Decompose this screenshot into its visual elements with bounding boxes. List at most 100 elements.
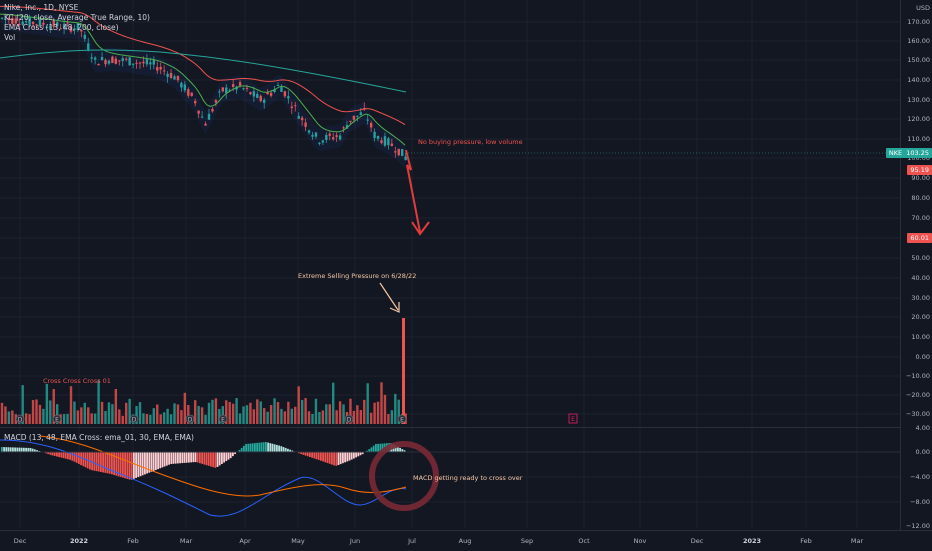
volume-bar xyxy=(107,402,111,424)
macd-histogram-bar xyxy=(148,452,151,473)
time-tick: Apr xyxy=(239,537,251,545)
volume-bar xyxy=(121,415,124,424)
annotation-no-buying[interactable]: No buying pressure, low volume xyxy=(418,138,523,146)
macd-histogram-bar xyxy=(106,452,109,474)
candle-body xyxy=(221,87,224,92)
projection-arrowhead xyxy=(411,221,430,236)
candle-body xyxy=(118,60,121,62)
candle-body xyxy=(387,138,390,146)
volume-bar xyxy=(118,409,121,424)
candle-body xyxy=(304,122,307,127)
macd-histogram-bar xyxy=(317,452,320,460)
volume-bar xyxy=(266,411,269,424)
time-tick: 2022 xyxy=(69,537,89,545)
volume-bar xyxy=(228,402,231,424)
volume-bar xyxy=(135,405,138,424)
volume-bar xyxy=(394,393,397,424)
time-tick: Jul xyxy=(408,537,416,545)
candle-body xyxy=(59,28,62,30)
candle-body xyxy=(225,87,228,94)
volume-bar xyxy=(307,411,311,424)
time-tick: Feb xyxy=(127,537,139,545)
time-axis[interactable]: Dec 2022 Feb Mar Apr May Jun Jul Aug Sep Oct Nov Dec… xyxy=(0,530,932,551)
candle-body xyxy=(207,113,211,120)
volume-bar xyxy=(342,404,345,424)
volume-bar xyxy=(214,398,218,424)
macd-histogram-bar xyxy=(102,452,104,473)
macd-histogram-bar xyxy=(31,448,34,452)
volume-bar xyxy=(280,408,283,424)
macd-histogram-bar xyxy=(368,449,371,452)
macd-histogram-bar xyxy=(403,450,406,452)
volume-bar xyxy=(7,411,11,424)
annotation-macd-note[interactable]: MACD getting ready to cross over xyxy=(413,474,523,482)
macd-histogram-bar xyxy=(168,452,170,465)
macd-histogram-bar xyxy=(113,452,115,475)
dividend-marker-label: D xyxy=(188,417,193,424)
volume-bar xyxy=(332,382,335,424)
candle-body xyxy=(342,127,345,129)
price-tick: 100.00 xyxy=(907,154,930,162)
macd-histogram-bar xyxy=(278,445,280,452)
macd-histogram-bar xyxy=(199,452,201,464)
candle-body xyxy=(162,70,166,72)
candle-body xyxy=(321,140,325,143)
volume-bar xyxy=(335,410,338,424)
candle-body xyxy=(128,57,131,66)
candle-body xyxy=(204,123,207,126)
volume-bar xyxy=(287,401,290,424)
candle-body xyxy=(159,66,162,70)
volume-bar xyxy=(35,399,38,424)
macd-histogram-bar xyxy=(254,443,256,452)
volume-bar xyxy=(300,399,304,424)
volume-bar xyxy=(62,414,66,424)
candle-body xyxy=(335,135,338,137)
candle-body xyxy=(149,62,152,65)
volume-bar xyxy=(356,405,359,424)
macd-histogram-bar xyxy=(370,447,373,452)
last-price-symbol: NKE xyxy=(888,149,903,157)
macd-histogram-bar xyxy=(210,452,212,467)
macd-histogram-bar xyxy=(304,452,307,456)
highlight-circle xyxy=(369,441,439,511)
pane-separator[interactable] xyxy=(0,427,900,428)
dividend-marker-label: D xyxy=(347,417,352,424)
dividend-marker xyxy=(15,414,25,424)
annotation-cross[interactable]: Cross Cross Cross 01 xyxy=(43,377,111,385)
macd-histogram-bar xyxy=(67,452,69,460)
volume-bar xyxy=(142,413,145,424)
macd-histogram-bar xyxy=(232,452,234,457)
symbol-title[interactable]: Nike, Inc., 1D, NYSE xyxy=(4,3,79,12)
volume-bar xyxy=(128,398,131,424)
candle-body xyxy=(252,91,256,97)
macd-histogram-bar xyxy=(324,452,327,463)
macd-legend[interactable]: MACD (13, 48, EMA Cross: ema_01, 30, EMA… xyxy=(4,433,194,442)
keltner-band xyxy=(2,6,406,170)
volume-bar xyxy=(166,408,169,424)
volume-bar xyxy=(204,414,207,424)
macd-histogram-bar xyxy=(240,447,243,452)
candle-body xyxy=(145,59,149,65)
volume-bar xyxy=(83,402,86,424)
macd-histogram-bar xyxy=(201,452,203,464)
macd-histogram-bar xyxy=(315,452,318,460)
candle-body xyxy=(401,149,404,156)
macd-histogram-bar xyxy=(47,452,49,455)
annotation-extreme-selling[interactable]: Extreme Selling Pressure on 6/28/22 xyxy=(298,272,417,280)
volume-legend[interactable]: Vol xyxy=(4,33,16,42)
macd-histogram-bar xyxy=(62,452,65,459)
earnings-marker xyxy=(52,414,62,424)
macd-histogram-bar xyxy=(108,452,111,474)
candle-body xyxy=(100,57,104,60)
volume-bar xyxy=(66,413,69,424)
macd-histogram-bar xyxy=(49,452,52,455)
candle-body xyxy=(218,91,221,93)
ema-cross-legend[interactable]: EMA Cross (13, 48, 200, close) xyxy=(4,23,119,32)
volume-bar xyxy=(352,410,356,424)
candle-body xyxy=(18,23,21,26)
macd-histogram-bar xyxy=(152,452,155,471)
earnings-marker xyxy=(397,414,407,424)
price-axis[interactable]: USD 170.00 160.00 150.00 140.00 130.00 120.00… xyxy=(885,0,932,530)
kc-indicator-legend[interactable]: KC (20, close, Average True Range, 10) xyxy=(4,13,150,22)
